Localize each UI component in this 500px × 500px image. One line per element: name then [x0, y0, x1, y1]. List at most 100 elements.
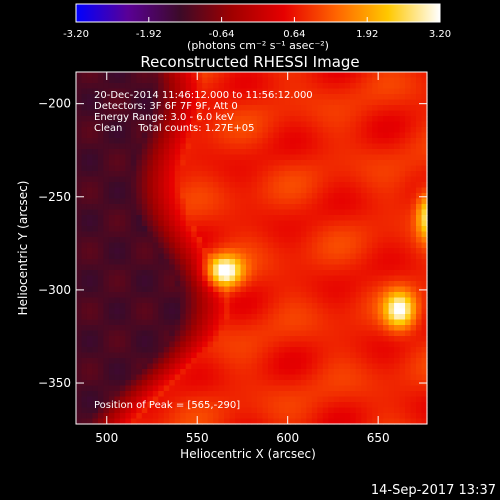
- heatmap-cell: [240, 413, 247, 420]
- heatmap-cell: [377, 385, 384, 392]
- heatmap-cell: [256, 99, 264, 106]
- heatmap-cell: [141, 182, 148, 189]
- heatmap-cell: [317, 347, 324, 354]
- heatmap-cell: [207, 286, 214, 293]
- heatmap-cell: [97, 149, 105, 156]
- heatmap-cell: [81, 314, 88, 321]
- heatmap-cell: [273, 248, 280, 255]
- heatmap-cell: [372, 149, 379, 156]
- heatmap-cell: [229, 77, 236, 84]
- heatmap-cell: [416, 402, 423, 409]
- heatmap-cell: [322, 187, 329, 194]
- heatmap-cell: [108, 341, 115, 348]
- heatmap-cell: [410, 215, 417, 222]
- heatmap-cell: [86, 242, 94, 249]
- heatmap-cell: [361, 182, 368, 189]
- heatmap-cell: [108, 242, 115, 249]
- heatmap-cell: [284, 237, 291, 244]
- heatmap-cell: [311, 99, 318, 106]
- heatmap-cell: [311, 314, 318, 321]
- heatmap-cell: [262, 220, 269, 227]
- heatmap-cell: [92, 116, 99, 123]
- heatmap-cell: [289, 121, 296, 128]
- heatmap-cell: [328, 88, 335, 95]
- heatmap-cell: [311, 138, 318, 145]
- heatmap-cell: [246, 303, 253, 310]
- heatmap-cell: [213, 116, 220, 123]
- heatmap-cell: [421, 220, 428, 227]
- heatmap-cell: [235, 413, 242, 420]
- heatmap-cell: [410, 198, 417, 205]
- heatmap-cell: [246, 132, 253, 139]
- heatmap-cell: [377, 308, 384, 315]
- heatmap-cell: [163, 330, 170, 337]
- heatmap-cell: [196, 341, 203, 348]
- heatmap-cell: [355, 308, 362, 315]
- heatmap-cell: [158, 281, 165, 288]
- heatmap-cell: [416, 308, 423, 315]
- heatmap-cell: [174, 193, 181, 200]
- heatmap-cell: [278, 110, 285, 117]
- heatmap-cell: [191, 358, 198, 365]
- heatmap-cell: [218, 165, 225, 172]
- heatmap-cell: [97, 209, 105, 216]
- heatmap-cell: [235, 264, 242, 271]
- heatmap-cell: [333, 154, 340, 161]
- heatmap-cell: [163, 402, 170, 409]
- heatmap-cell: [246, 99, 253, 106]
- heatmap-cell: [251, 154, 258, 161]
- heatmap-cell: [399, 94, 406, 101]
- heatmap-cell: [361, 209, 368, 216]
- heatmap-cell: [174, 226, 181, 233]
- heatmap-cell: [300, 187, 307, 194]
- heatmap-cell: [251, 380, 258, 387]
- heatmap-cell: [141, 127, 148, 134]
- heatmap-cell: [256, 204, 264, 211]
- heatmap-cell: [399, 253, 406, 260]
- heatmap-cell: [130, 336, 137, 343]
- heatmap-cell: [158, 418, 165, 425]
- heatmap-cell: [317, 105, 324, 112]
- heatmap-cell: [207, 341, 214, 348]
- heatmap-cell: [339, 99, 346, 106]
- heatmap-cell: [328, 407, 335, 414]
- heatmap-cell: [163, 303, 170, 310]
- heatmap-cell: [416, 149, 423, 156]
- heatmap-cell: [361, 314, 368, 321]
- heatmap-cell: [136, 215, 143, 222]
- heatmap-cell: [224, 171, 231, 178]
- heatmap-cell: [333, 138, 340, 145]
- heatmap-cell: [421, 369, 428, 376]
- heatmap-cell: [114, 396, 121, 403]
- heatmap-cell: [372, 105, 379, 112]
- heatmap-cell: [405, 132, 412, 139]
- heatmap-cell: [289, 352, 296, 359]
- heatmap-cell: [251, 319, 258, 326]
- heatmap-cell: [339, 391, 346, 398]
- heatmap-cell: [207, 72, 214, 79]
- heatmap-cell: [185, 407, 192, 414]
- heatmap-cell: [103, 83, 110, 90]
- heatmap-cell: [202, 182, 209, 189]
- heatmap-cell: [108, 165, 115, 172]
- heatmap-cell: [92, 275, 99, 282]
- heatmap-cell: [191, 369, 198, 376]
- heatmap-cell: [416, 105, 423, 112]
- heatmap-cell: [235, 204, 242, 211]
- heatmap-cell: [416, 171, 423, 178]
- heatmap-cell: [158, 154, 165, 161]
- heatmap-cell: [125, 176, 132, 183]
- heatmap-cell: [317, 380, 324, 387]
- heatmap-cell: [322, 171, 329, 178]
- heatmap-cell: [224, 94, 231, 101]
- heatmap-cell: [372, 77, 379, 84]
- heatmap-cell: [405, 160, 412, 167]
- heatmap-cell: [421, 319, 428, 326]
- y-tick-label: −300: [38, 283, 71, 297]
- heatmap-cell: [130, 242, 137, 249]
- heatmap-cell: [394, 83, 401, 90]
- heatmap-cell: [213, 413, 220, 420]
- heatmap-cell: [405, 286, 412, 293]
- heatmap-cell: [289, 402, 296, 409]
- heatmap-cell: [158, 72, 165, 79]
